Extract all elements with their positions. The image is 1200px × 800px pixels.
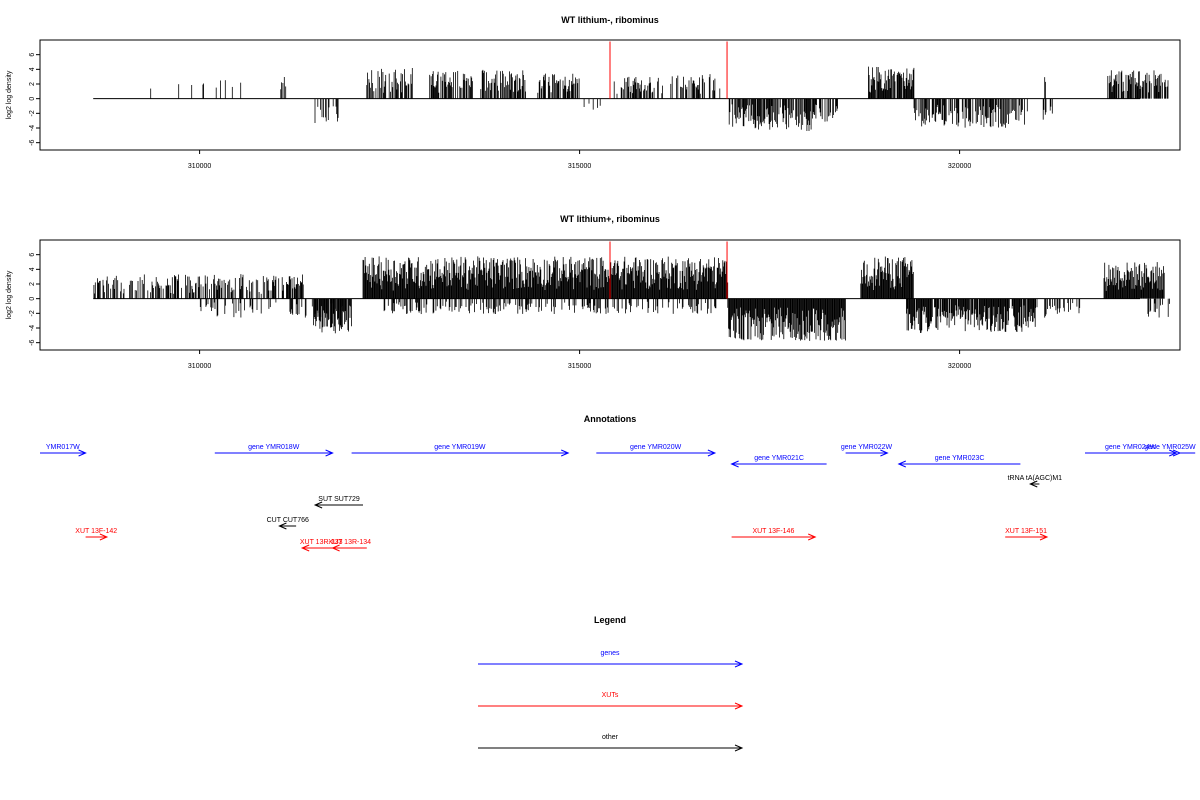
annotations-track: Annotations YMR017W gene YMR018W gene YMR0… — [40, 414, 1196, 552]
bar-series — [150, 66, 1169, 131]
annotation-feature: gene YMR024W — [1085, 444, 1178, 457]
arrow-head — [99, 533, 109, 541]
annotation-feature: gene YMR021C — [730, 455, 827, 468]
arrow-head — [325, 449, 334, 457]
arrow-head — [730, 460, 739, 468]
annotation-label: gene YMR021C — [754, 455, 804, 462]
annotation-feature: SUT SUT729 — [313, 496, 363, 509]
y-tick-label: -6 — [29, 139, 36, 145]
annotation-label: gene YMR023C — [935, 455, 985, 462]
y-tick-label: -6 — [29, 339, 36, 345]
arrow-head — [313, 501, 323, 509]
arrow-head — [808, 533, 817, 541]
arrow-head — [734, 702, 744, 710]
chart-panel-lithium-minus: WT lithium-, ribominus log2 log density … — [6, 15, 1181, 170]
annotation-feature: XUT 13R-134 — [328, 539, 371, 552]
y-tick-label: -4 — [29, 125, 36, 131]
x-tick-label: 310000 — [188, 363, 211, 370]
y-tick-label: 6 — [29, 253, 36, 257]
plot-frame — [39, 39, 1181, 151]
y-tick-label: 2 — [29, 282, 36, 286]
annotations-title: Annotations — [584, 414, 637, 424]
y-tick-label: -2 — [29, 110, 36, 116]
arrow-head — [734, 660, 744, 668]
annotation-feature: XUT 13F-146 — [731, 528, 817, 541]
y-tick-label: 6 — [29, 53, 36, 57]
y-tick-label: 0 — [29, 297, 36, 301]
annotation-label: XUT 13F-151 — [1005, 528, 1047, 535]
legend-entry: XUTs — [478, 692, 744, 710]
annotation-label: YMR017W — [46, 444, 80, 451]
annotation-label: XUT 13R-134 — [328, 539, 371, 546]
arrow-head — [300, 544, 310, 552]
x-tick-label: 315000 — [568, 363, 591, 370]
x-tick-label: 320000 — [948, 163, 971, 170]
legend-label: other — [602, 734, 619, 741]
annotation-label: XUT 13R-133 — [300, 539, 343, 546]
y-tick-label: 2 — [29, 82, 36, 86]
legend: Legend genes XUTs other — [478, 615, 744, 752]
x-tick-label: 320000 — [948, 363, 971, 370]
annotation-feature: tRNA tA(AGC)M1 — [1008, 475, 1063, 488]
y-tick-label: 0 — [29, 97, 36, 101]
annotation-feature: gene YMR020W — [596, 444, 717, 457]
annotation-feature: gene YMR022W — [841, 444, 893, 457]
y-axis-label: log2 log density — [6, 270, 13, 319]
y-axis-label: log2 log density — [6, 70, 13, 119]
arrow-head — [707, 449, 717, 457]
chart-title: WT lithium+, ribominus — [560, 214, 660, 224]
y-tick-label: 4 — [29, 267, 36, 271]
annotation-feature: gene YMR025W — [1144, 444, 1196, 457]
arrow-head — [1172, 449, 1182, 457]
x-tick-label: 315000 — [568, 163, 591, 170]
y-tick-label: -4 — [29, 325, 36, 331]
arrow-head — [561, 449, 570, 457]
annotation-items: YMR017W gene YMR018W gene YMR019W gene YMR0… — [40, 444, 1196, 552]
arrow-head — [880, 449, 889, 457]
annotation-label: gene YMR018W — [248, 444, 300, 451]
arrow-head — [1039, 533, 1049, 541]
arrow-head — [78, 449, 87, 457]
annotation-feature: XUT 13F-151 — [1005, 528, 1049, 541]
chart-panel-lithium-plus: WT lithium+, ribominus log2 log density … — [6, 214, 1181, 370]
annotation-feature: gene YMR023C — [897, 455, 1021, 468]
annotation-feature: CUT CUT766 — [267, 517, 309, 530]
chart-title: WT lithium-, ribominus — [561, 15, 659, 25]
x-tick-label: 310000 — [188, 163, 211, 170]
annotation-label: CUT CUT766 — [267, 517, 309, 524]
legend-label: genes — [600, 650, 620, 657]
y-tick-label: 4 — [29, 67, 36, 71]
bar-series — [93, 256, 1170, 341]
arrow-head — [897, 460, 906, 468]
arrow-head — [1169, 449, 1178, 457]
annotation-label: gene YMR019W — [434, 444, 486, 451]
annotation-label: SUT SUT729 — [318, 496, 360, 503]
legend-title: Legend — [594, 615, 626, 625]
axes: -6 -4 -2 0 2 4 6 310000 315000 320000 — [29, 241, 1140, 370]
legend-items: genes XUTs other — [478, 650, 744, 752]
annotation-feature: XUT 13F-142 — [75, 528, 117, 541]
annotation-label: gene YMR022W — [841, 444, 893, 451]
annotation-feature: gene YMR018W — [214, 444, 334, 457]
legend-entry: genes — [478, 650, 744, 668]
plot-frame — [39, 239, 1181, 351]
annotation-label: gene YMR020W — [630, 444, 682, 451]
arrow-head — [278, 522, 287, 530]
annotation-label: XUT 13F-142 — [75, 528, 117, 535]
annotation-label: XUT 13F-146 — [752, 528, 794, 535]
axes: -6 -4 -2 0 2 4 6 310000 315000 320000 — [29, 41, 1140, 170]
arrow-head — [734, 744, 744, 752]
annotation-label: gene YMR025W — [1144, 444, 1196, 451]
annotation-label: gene YMR024W — [1105, 444, 1157, 451]
annotation-label: tRNA tA(AGC)M1 — [1008, 475, 1063, 482]
arrow-head — [1029, 480, 1038, 488]
legend-label: XUTs — [602, 692, 619, 699]
arrow-head — [331, 544, 340, 552]
legend-entry: other — [478, 734, 744, 752]
y-tick-label: -2 — [29, 310, 36, 316]
annotation-feature: YMR017W — [40, 444, 87, 457]
annotation-feature: gene YMR019W — [351, 444, 570, 457]
